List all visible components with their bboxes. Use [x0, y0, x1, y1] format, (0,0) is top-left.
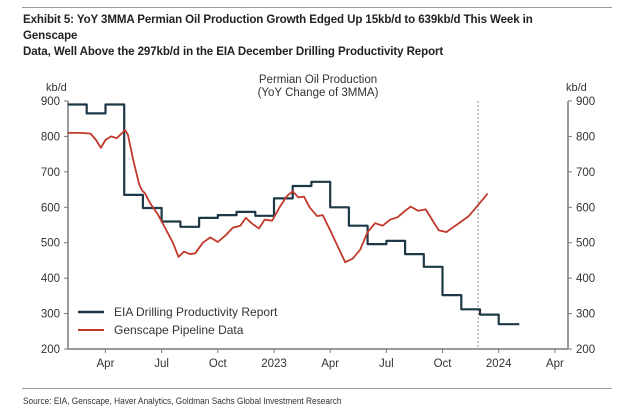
right-y-tick-label: 300	[576, 309, 595, 321]
ticks: 900 900 800 800 700 700 600 600 500 500 400 400 300 3…	[41, 96, 595, 370]
exhibit-title-line-2: Data, Well Above the 297kb/d in the EIA …	[23, 44, 444, 58]
right-y-tick-label: 500	[576, 238, 595, 250]
right-y-tick-label: 800	[576, 131, 595, 143]
x-tick-label: Oct	[209, 358, 228, 370]
legend: EIA Drilling Productivity Report Genscap…	[78, 305, 278, 337]
exhibit-title-line-1: Exhibit 5: YoY 3MMA Permian Oil Producti…	[23, 12, 533, 42]
x-tick-label: Oct	[434, 358, 453, 370]
x-tick-label: Apr	[97, 358, 115, 370]
source-note: Source: EIA, Genscape, Haver Analytics, …	[23, 396, 342, 406]
left-y-tick-label: 700	[41, 167, 60, 179]
right-y-tick-label: 900	[576, 96, 595, 108]
right-axis-unit: kb/d	[566, 82, 587, 94]
chart-title: Permian Oil Production	[259, 74, 377, 86]
left-y-tick-label: 300	[41, 309, 60, 321]
x-tick-label: 2023	[261, 358, 287, 370]
left-axis-unit: kb/d	[46, 82, 67, 94]
x-tick-label: Jul	[379, 358, 394, 370]
left-y-tick-label: 200	[41, 344, 60, 356]
series-group	[68, 103, 520, 326]
genscape-pipeline-line	[68, 129, 489, 264]
legend-label-genscape: Genscape Pipeline Data	[114, 323, 244, 337]
right-y-tick-label: 700	[576, 167, 595, 179]
legend-label-eia: EIA Drilling Productivity Report	[114, 305, 278, 319]
right-y-tick-label: 200	[576, 344, 595, 356]
left-y-tick-label: 900	[41, 96, 60, 108]
x-tick-label: 2024	[486, 358, 512, 370]
left-y-tick-label: 600	[41, 202, 60, 214]
chart-subtitle: (YoY Change of 3MMA)	[258, 87, 379, 99]
x-tick-label: Apr	[321, 358, 339, 370]
left-y-tick-label: 500	[41, 238, 60, 250]
eia-drilling-productivity-line	[68, 103, 520, 326]
x-tick-label: Jul	[154, 358, 169, 370]
top-rule	[22, 7, 612, 8]
x-tick-label: Apr	[546, 358, 564, 370]
left-y-tick-label: 400	[41, 273, 60, 285]
axes	[67, 101, 569, 350]
right-y-tick-label: 400	[576, 273, 595, 285]
exhibit-title: Exhibit 5: YoY 3MMA Permian Oil Producti…	[23, 11, 572, 59]
left-y-tick-label: 800	[41, 131, 60, 143]
right-y-tick-label: 600	[576, 202, 595, 214]
bottom-rule	[22, 388, 612, 389]
